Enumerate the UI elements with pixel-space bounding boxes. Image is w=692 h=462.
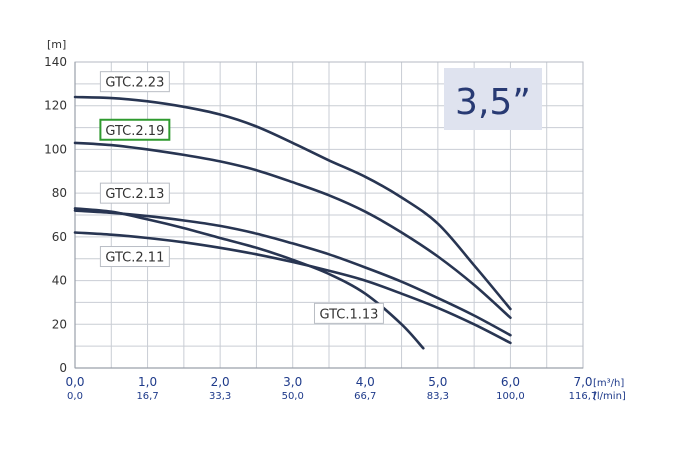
x-tick-label-lmin: 116,7 <box>569 391 598 402</box>
x-tick-label-m3h: 1,0 <box>138 375 157 389</box>
x-tick-label-m3h: 0,0 <box>65 375 84 389</box>
size-badge: 3,5” <box>444 68 542 130</box>
y-tick-label: 40 <box>52 274 67 288</box>
label-gtc-2-11: GTC.2.11 <box>105 251 164 266</box>
label-gtc-2-23: GTC.2.23 <box>105 76 164 91</box>
y-tick-label: 20 <box>52 317 67 331</box>
label-box-gtc-2-11 <box>99 246 170 268</box>
label-box-gtc-2-13 <box>99 182 170 204</box>
y-tick-label: 80 <box>52 186 67 200</box>
size-badge-background <box>444 68 542 130</box>
y-tick-label: 100 <box>44 142 67 156</box>
label-box-gtc-2-23 <box>99 71 170 93</box>
y-tick-label: 140 <box>44 55 67 69</box>
x-tick-label-lmin: 16,7 <box>136 391 158 402</box>
x-tick-label-lmin: 100,0 <box>496 391 525 402</box>
x-tick-label-m3h: 5,0 <box>428 375 447 389</box>
curve-gtc-2-11 <box>73 231 512 345</box>
x-tick-label-lmin: 33,3 <box>209 391 231 402</box>
curve-gtc-2-23 <box>73 95 512 311</box>
curve-gtc-2-13 <box>73 209 512 337</box>
y-axis-unit: [m] <box>47 38 66 51</box>
label-gtc-2-19: GTC.2.19 <box>105 124 164 139</box>
x-tick-label-lmin: 66,7 <box>354 391 376 402</box>
x-tick-label-lmin: 83,3 <box>427 391 449 402</box>
curve-labels: GTC.2.23 GTC.2.19 GTC.2.13 GTC.2.11 GTC.1.13 <box>99 71 384 324</box>
x-axis-unit-m3h: [m³/h] <box>593 378 624 389</box>
label-gtc-2-13: GTC.2.13 <box>105 187 164 202</box>
axes: 0 20 40 60 80 100 120 140 0,0 0,0 1,0 16,7 2,0 33,3 3,… <box>44 55 597 402</box>
x-tick-label-m3h: 7,0 <box>573 375 592 389</box>
label-gtc-1-13: GTC.1.13 <box>319 307 378 322</box>
x-tick-label-m3h: 3,0 <box>283 375 302 389</box>
label-box-gtc-2-19 <box>99 118 171 141</box>
x-tick-label-m3h: 6,0 <box>501 375 520 389</box>
x-tick-label-m3h: 2,0 <box>211 375 230 389</box>
x-tick-label-lmin: 50,0 <box>282 391 304 402</box>
curve-gtc-2-19 <box>73 141 512 319</box>
pump-curves <box>73 95 512 350</box>
x-axis-unit-lmin: [l/min] <box>593 391 626 402</box>
y-tick-label: 120 <box>44 99 67 113</box>
y-tick-label: 60 <box>52 230 67 244</box>
size-badge-text: 3,5” <box>455 82 531 123</box>
label-box-gtc-1-13 <box>313 302 384 324</box>
y-tick-label: 0 <box>59 361 67 375</box>
curve-gtc-1-13 <box>73 207 425 350</box>
x-tick-label-m3h: 4,0 <box>356 375 375 389</box>
x-tick-label-lmin: 0,0 <box>67 391 83 402</box>
